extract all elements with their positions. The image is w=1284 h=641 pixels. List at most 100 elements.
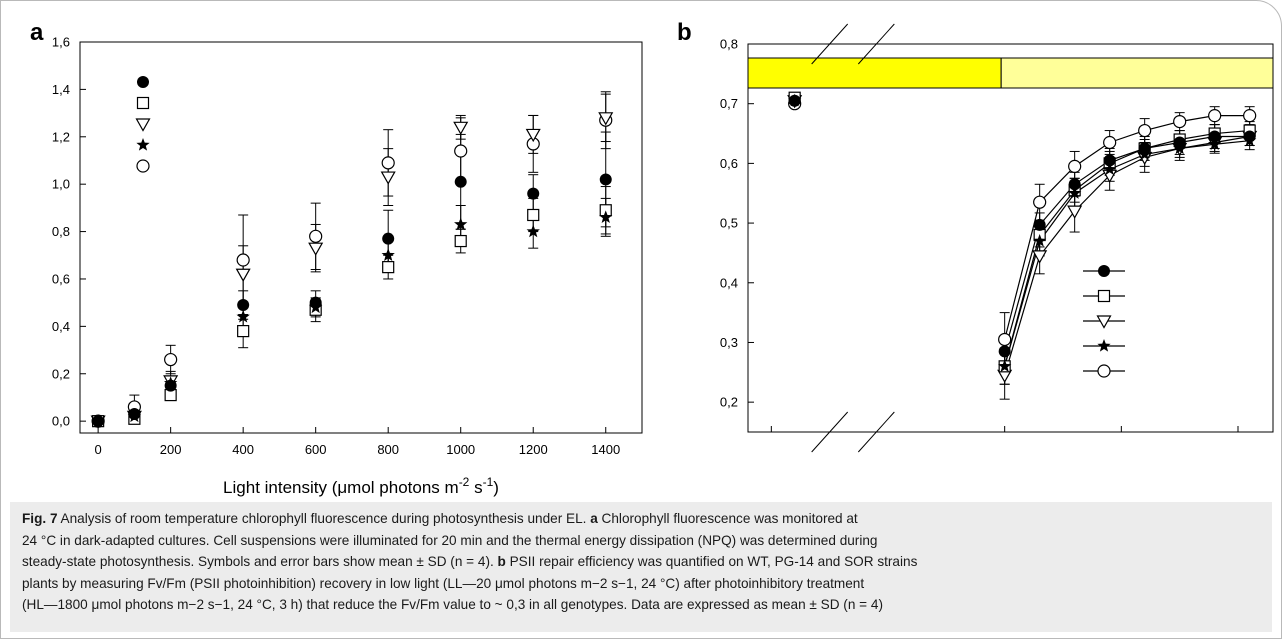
y-tick-label: 0,4 (720, 275, 738, 290)
data-point-sor-1 (308, 242, 324, 256)
data-point-sor-5 (1138, 147, 1152, 161)
legend-marker-wt (137, 76, 149, 88)
x-tick-label: 400 (232, 442, 254, 457)
data-point-sor-6 (1208, 109, 1222, 123)
data-point-sor-5 (998, 359, 1012, 372)
data-point-sor-5 (381, 248, 395, 261)
data-point-sor-6 (381, 156, 395, 170)
data-point-sor-1 (1032, 250, 1048, 264)
caption-fig-label: Fig. 7 (22, 511, 58, 526)
y-tick-label: 0,3 (720, 335, 738, 350)
npq-chart: 0,0 0,2 0,4 0,6 0,8 1,0 1,2 1,4 1,6 0 200 400 600 800… (52, 35, 643, 497)
x-tick-label: 1400 (591, 442, 620, 457)
data-point-sor-6 (998, 332, 1012, 347)
data-point-sor-5 (1173, 141, 1187, 155)
caption-line2: 24 °C in dark-adapted cultures. Cell sus… (22, 532, 878, 548)
data-point-wt (527, 187, 540, 200)
data-point-sor-5 (1068, 186, 1082, 199)
data-point-wt (237, 299, 250, 312)
data-point-sor-6 (164, 352, 178, 367)
data-point-sor-5 (454, 217, 468, 231)
data-point-sor-6 (1033, 195, 1047, 209)
y-tick-label: 0,8 (52, 224, 70, 239)
axis-break-mark (811, 411, 849, 453)
data-point-sor-5 (1103, 162, 1117, 176)
data-point-pg-14 (237, 325, 250, 338)
x-axis-label: Light intensity (μmol photons m-2 s-1) (223, 475, 499, 497)
pretreatment-point-sor-5 (788, 93, 802, 107)
legend-marker-sor-6 (136, 159, 150, 173)
legend-marker-sor-1 (1096, 315, 1112, 329)
y-tick-label: 0,6 (52, 271, 70, 286)
data-point-sor-5 (1033, 233, 1047, 247)
plot-frame (79, 41, 643, 434)
data-point-sor-1 (453, 121, 469, 136)
data-point-sor-5 (91, 414, 105, 427)
data-point-sor-6 (236, 253, 250, 267)
caption-line3: steady-state photosynthesis. Symbols and… (22, 554, 498, 569)
data-point-sor-1 (235, 268, 251, 282)
legend-marker-pg-14 (1097, 289, 1111, 303)
data-point-wt (1033, 218, 1046, 231)
x-tick-label: 200 (160, 442, 182, 457)
data-point-sor-5 (526, 224, 540, 238)
data-point-wt (1103, 154, 1116, 167)
data-point-sor-5 (599, 210, 613, 224)
y-tick-label: 1,0 (52, 177, 70, 192)
caption-line5: (HL—1800 μmol photons m−2 s−1, 24 °C, 3 … (22, 597, 883, 612)
data-point-wt (599, 173, 612, 186)
y-tick-label: 0,6 (720, 156, 738, 171)
data-point-sor-1 (598, 112, 614, 126)
x-tick-label: 0 (95, 442, 102, 457)
y-tick-label: 0,5 (720, 216, 738, 231)
y-tick-label: 0,7 (720, 96, 738, 111)
x-tick-label: 600 (305, 442, 327, 457)
x-tick-label: 1200 (519, 442, 548, 457)
phase-bar-ll (1000, 57, 1274, 89)
y-tick-label: 1,6 (52, 35, 70, 50)
caption-a-marker: a (590, 511, 598, 526)
panel-b-letter: b (677, 19, 692, 46)
data-point-sor-6 (1173, 114, 1187, 129)
series-line-sor-1 (1004, 135, 1250, 376)
data-point-sor-6 (1243, 109, 1257, 123)
y-tick-label: 0,0 (52, 414, 70, 429)
data-point-sor-6 (1103, 135, 1117, 150)
y-tick-label: 0,8 (720, 37, 738, 52)
data-point-wt (1068, 178, 1081, 191)
figure-canvas: a 0,0 0,2 0,4 0,6 0,8 1,0 1,2 1,4 1,6 0 200 400 600 8… (30, 19, 1274, 497)
data-point-sor-6 (454, 144, 468, 158)
y-tick-label: 0,4 (52, 319, 70, 334)
data-point-pg-14 (454, 234, 467, 248)
caption-line3-tail: PSII repair efficiency was quantified on… (505, 554, 918, 569)
data-point-sor-5 (309, 300, 323, 314)
legend-marker-sor-5 (1097, 339, 1111, 352)
data-point-sor-1 (525, 128, 541, 143)
legend-marker-sor-1 (135, 118, 151, 132)
data-point-sor-6 (1138, 123, 1152, 138)
figure-caption: Fig. 7 Analysis of room temperature chlo… (10, 502, 1272, 632)
data-point-wt (382, 232, 395, 245)
y-tick-label: 0,2 (720, 395, 738, 410)
legend-marker-wt (1098, 265, 1110, 277)
caption-line1-tail: Chlorophyll fluorescence was monitored a… (597, 511, 858, 526)
data-point-sor-5 (1243, 133, 1257, 147)
x-tick-label: 1000 (446, 442, 475, 457)
data-point-sor-1 (1067, 205, 1083, 219)
legend-marker-sor-6 (1097, 364, 1111, 378)
panel-a-letter: a (30, 19, 44, 46)
data-point-sor-5 (236, 309, 250, 323)
caption-line1: Analysis of room temperature chlorophyll… (57, 511, 591, 526)
legend-marker-pg-14 (136, 96, 150, 110)
axis-break-mark (811, 23, 849, 65)
data-point-sor-5 (127, 409, 142, 423)
data-point-sor-5 (163, 376, 178, 389)
data-point-pg-14 (527, 208, 540, 222)
caption-line4: plants by measuring Fv/Fm (PSII photoinh… (22, 575, 865, 591)
data-point-sor-1 (380, 171, 396, 185)
legend-marker-sor-5 (136, 138, 150, 151)
data-point-sor-5 (1208, 137, 1222, 150)
x-tick-label: 800 (377, 442, 399, 457)
caption-b-marker: b (497, 554, 506, 569)
